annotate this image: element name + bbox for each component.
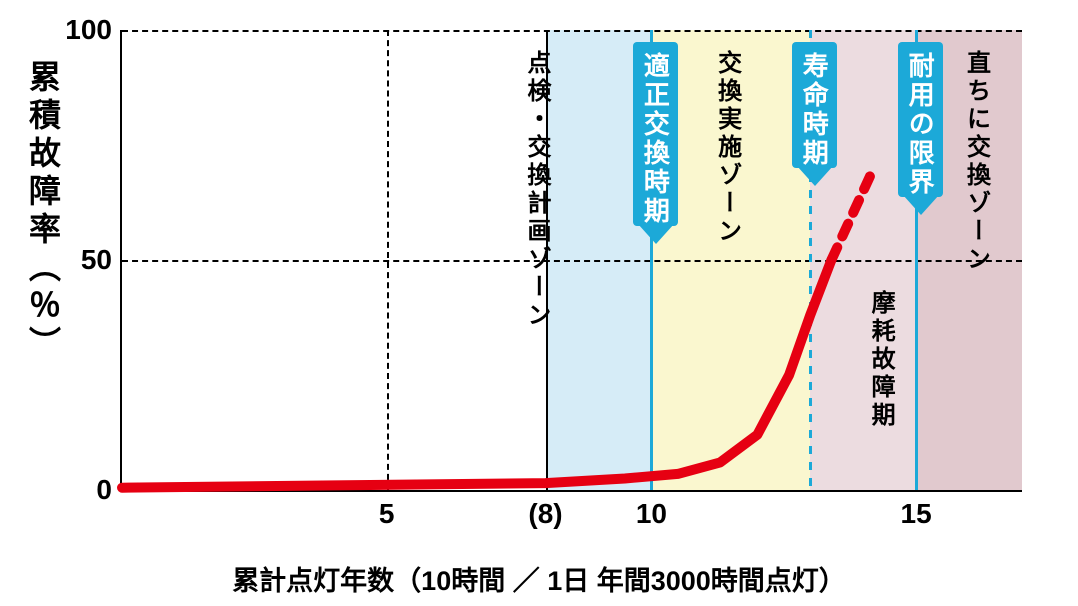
y-tick: 50 [81, 244, 112, 276]
x-tick: 10 [636, 498, 667, 530]
failure-curve-solid [122, 260, 831, 488]
y-axis-label: 累積故障率（％） [20, 60, 66, 364]
x-tick-extra: (8) [528, 498, 562, 530]
plot-area: 点検・交換計画ゾーン交換実施ゾーン摩耗故障期直ちに交換ゾーン適正交換時期寿命時期… [120, 30, 1022, 492]
y-tick: 0 [96, 474, 112, 506]
failure-curve [122, 30, 1022, 490]
failure-curve-dashed [831, 168, 873, 260]
chart-container: 累積故障率（％） 点検・交換計画ゾーン交換実施ゾーン摩耗故障期直ちに交換ゾーン適… [0, 0, 1078, 606]
x-tick: 15 [901, 498, 932, 530]
y-tick: 100 [65, 14, 112, 46]
x-axis-label: 累計点灯年数（10時間 ／ 1日 年間3000時間点灯） [0, 559, 1078, 598]
x-tick: 5 [379, 498, 395, 530]
